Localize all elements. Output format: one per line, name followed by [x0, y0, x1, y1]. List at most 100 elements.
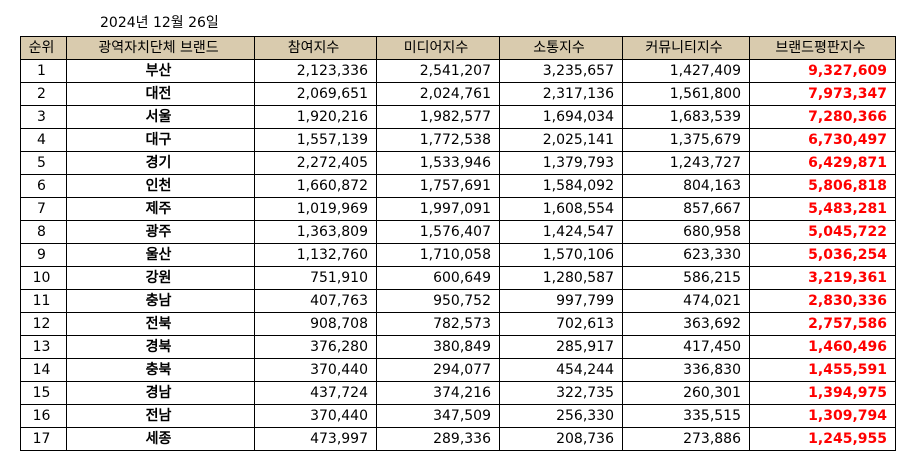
- participation-cell: 751,910: [254, 266, 377, 290]
- table-body: 1 부산 2,123,336 2,541,207 3,235,657 1,427,409 9…: [20, 59, 896, 451]
- rank-cell: 7: [20, 197, 67, 221]
- rank-cell: 16: [20, 404, 67, 428]
- media-cell: 950,752: [376, 289, 500, 313]
- community-cell: 474,021: [622, 289, 750, 313]
- media-cell: 1,757,691: [376, 174, 500, 198]
- participation-cell: 1,660,872: [254, 174, 377, 198]
- table-row: 13 경북 376,280 380,849 285,917 417,450 1,460,49…: [20, 335, 896, 359]
- rank-cell: 4: [20, 128, 67, 152]
- region-cell: 서울: [66, 105, 255, 129]
- region-cell: 대구: [66, 128, 255, 152]
- community-cell: 586,215: [622, 266, 750, 290]
- table-row: 3 서울 1,920,216 1,982,577 1,694,034 1,683,539 7…: [20, 105, 896, 129]
- media-cell: 1,533,946: [376, 151, 500, 175]
- brand-reputation-cell: 5,045,722: [749, 220, 896, 244]
- brand-reputation-cell: 1,309,794: [749, 404, 896, 428]
- region-cell: 경북: [66, 335, 255, 359]
- community-cell: 336,830: [622, 358, 750, 382]
- region-cell: 울산: [66, 243, 255, 267]
- media-cell: 2,541,207: [376, 59, 500, 83]
- header-row: 순위 광역자치단체 브랜드 참여지수 미디어지수 소통지수 커뮤니티지수 브랜드평판지수: [20, 36, 896, 60]
- community-cell: 335,515: [622, 404, 750, 428]
- media-cell: 1,997,091: [376, 197, 500, 221]
- community-cell: 1,683,539: [622, 105, 750, 129]
- brand-reputation-cell: 3,219,361: [749, 266, 896, 290]
- media-cell: 1,772,538: [376, 128, 500, 152]
- media-cell: 782,573: [376, 312, 500, 336]
- table-header: 순위 광역자치단체 브랜드 참여지수 미디어지수 소통지수 커뮤니티지수 브랜드평판지수: [20, 36, 896, 60]
- communication-cell: 2,317,136: [499, 82, 623, 106]
- brand-reputation-cell: 5,806,818: [749, 174, 896, 198]
- table-row: 11 충남 407,763 950,752 997,799 474,021 2,830,33…: [20, 289, 896, 313]
- brand-reputation-cell: 5,036,254: [749, 243, 896, 267]
- region-cell: 대전: [66, 82, 255, 106]
- region-cell: 전북: [66, 312, 255, 336]
- table-row: 7 제주 1,019,969 1,997,091 1,608,554 857,667 5,4…: [20, 197, 896, 221]
- col-region-header: 광역자치단체 브랜드: [66, 36, 255, 60]
- communication-cell: 1,694,034: [499, 105, 623, 129]
- participation-cell: 2,272,405: [254, 151, 377, 175]
- brand-reputation-cell: 7,280,366: [749, 105, 896, 129]
- participation-cell: 376,280: [254, 335, 377, 359]
- region-cell: 강원: [66, 266, 255, 290]
- communication-cell: 1,424,547: [499, 220, 623, 244]
- region-cell: 경남: [66, 381, 255, 405]
- participation-cell: 407,763: [254, 289, 377, 313]
- participation-cell: 1,019,969: [254, 197, 377, 221]
- communication-cell: 1,584,092: [499, 174, 623, 198]
- rank-cell: 13: [20, 335, 67, 359]
- table-row: 16 전남 370,440 347,509 256,330 335,515 1,309,79…: [20, 404, 896, 428]
- region-cell: 충남: [66, 289, 255, 313]
- participation-cell: 2,123,336: [254, 59, 377, 83]
- date-label: 2024년 12월 26일: [100, 15, 219, 31]
- rank-cell: 11: [20, 289, 67, 313]
- brand-reputation-cell: 7,973,347: [749, 82, 896, 106]
- community-cell: 363,692: [622, 312, 750, 336]
- community-cell: 1,427,409: [622, 59, 750, 83]
- col-brand-reputation-header: 브랜드평판지수: [749, 36, 896, 60]
- community-cell: 417,450: [622, 335, 750, 359]
- table-row: 17 세종 473,997 289,336 208,736 273,886 1,245,95…: [20, 427, 896, 451]
- region-cell: 부산: [66, 59, 255, 83]
- participation-cell: 370,440: [254, 404, 377, 428]
- communication-cell: 1,570,106: [499, 243, 623, 267]
- region-cell: 충북: [66, 358, 255, 382]
- region-cell: 광주: [66, 220, 255, 244]
- communication-cell: 256,330: [499, 404, 623, 428]
- media-cell: 380,849: [376, 335, 500, 359]
- communication-cell: 702,613: [499, 312, 623, 336]
- brand-reputation-cell: 1,245,955: [749, 427, 896, 451]
- brand-reputation-cell: 1,460,496: [749, 335, 896, 359]
- rank-cell: 14: [20, 358, 67, 382]
- region-cell: 경기: [66, 151, 255, 175]
- communication-cell: 3,235,657: [499, 59, 623, 83]
- media-cell: 1,576,407: [376, 220, 500, 244]
- table-row: 2 대전 2,069,651 2,024,761 2,317,136 1,561,800 7…: [20, 82, 896, 106]
- media-cell: 294,077: [376, 358, 500, 382]
- region-cell: 전남: [66, 404, 255, 428]
- region-cell: 인천: [66, 174, 255, 198]
- col-communication-header: 소통지수: [499, 36, 623, 60]
- brand-reputation-cell: 2,757,586: [749, 312, 896, 336]
- community-cell: 260,301: [622, 381, 750, 405]
- table-row: 15 경남 437,724 374,216 322,735 260,301 1,394,97…: [20, 381, 896, 405]
- rank-cell: 3: [20, 105, 67, 129]
- participation-cell: 437,724: [254, 381, 377, 405]
- brand-reputation-cell: 1,455,591: [749, 358, 896, 382]
- community-cell: 1,561,800: [622, 82, 750, 106]
- table-row: 14 충북 370,440 294,077 454,244 336,830 1,455,59…: [20, 358, 896, 382]
- brand-reputation-cell: 5,483,281: [749, 197, 896, 221]
- region-cell: 세종: [66, 427, 255, 451]
- community-cell: 680,958: [622, 220, 750, 244]
- participation-cell: 1,557,139: [254, 128, 377, 152]
- table-row: 9 울산 1,132,760 1,710,058 1,570,106 623,330 5,0…: [20, 243, 896, 267]
- communication-cell: 285,917: [499, 335, 623, 359]
- brand-reputation-cell: 9,327,609: [749, 59, 896, 83]
- brand-reputation-table: 순위 광역자치단체 브랜드 참여지수 미디어지수 소통지수 커뮤니티지수 브랜드평판지수 1…: [20, 36, 896, 451]
- rank-cell: 12: [20, 312, 67, 336]
- media-cell: 347,509: [376, 404, 500, 428]
- rank-cell: 17: [20, 427, 67, 451]
- communication-cell: 997,799: [499, 289, 623, 313]
- community-cell: 804,163: [622, 174, 750, 198]
- communication-cell: 1,608,554: [499, 197, 623, 221]
